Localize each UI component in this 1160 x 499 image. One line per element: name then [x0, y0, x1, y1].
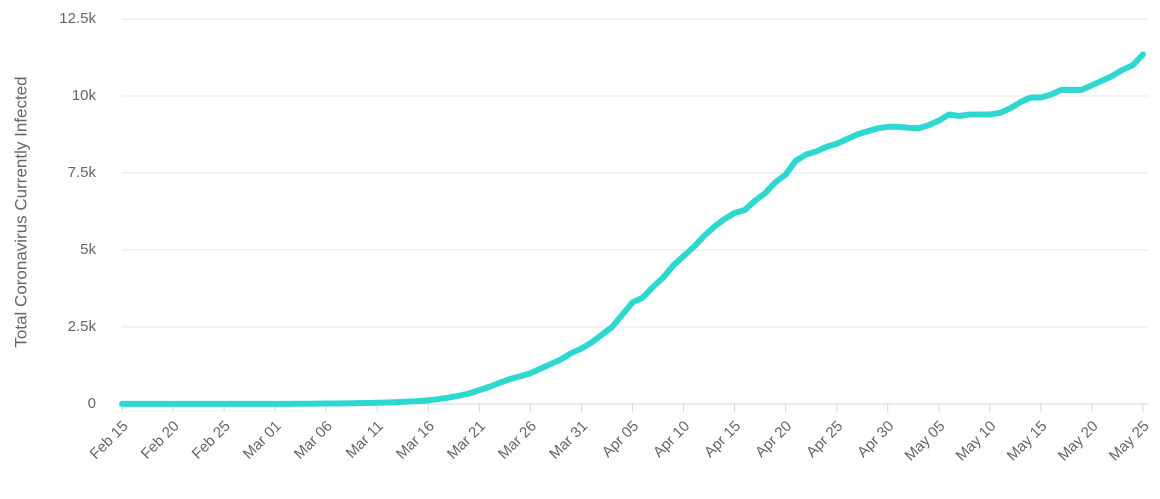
y-tick-label: 5k [80, 241, 96, 258]
x-tick-label: Mar 26 [495, 418, 540, 463]
x-tick-label: Apr 25 [803, 418, 846, 461]
y-tick-label: 7.5k [68, 164, 97, 181]
line [119, 51, 1146, 407]
x-tick-label: May 05 [902, 418, 949, 465]
x-tick-label: Mar 11 [343, 418, 387, 462]
x-tick-label: Mar 01 [240, 418, 285, 463]
x-tick-label: May 20 [1055, 418, 1102, 465]
x-tick-label: Apr 20 [752, 418, 795, 461]
x-tick-label: Apr 05 [599, 418, 642, 461]
y-tick-label: 12.5k [59, 10, 96, 27]
x-tick-label: May 15 [1004, 418, 1051, 465]
y-tick-label: 10k [72, 87, 97, 104]
x-tick-label: Mar 31 [546, 418, 591, 463]
x-tick-label: Mar 06 [291, 418, 336, 463]
x-tick-label: Feb 20 [138, 418, 183, 463]
x-tick-label: Feb 25 [189, 418, 234, 463]
x-tick-label: Apr 10 [650, 418, 693, 461]
x-tick-label: Mar 16 [393, 418, 438, 463]
y-tick-label: 0 [88, 395, 96, 412]
x-tick-label: May 10 [953, 418, 1000, 465]
x-tick-label: Mar 21 [444, 418, 489, 463]
x-tick-label: Apr 15 [701, 418, 744, 461]
y-tick-label: 2.5k [68, 318, 97, 335]
x-tick-label: Feb 15 [87, 418, 132, 463]
x-tick-label: Apr 30 [854, 418, 897, 461]
y-axis-title: Total Coronavirus Currently Infected [11, 76, 30, 347]
x-tick-label: May 25 [1106, 418, 1153, 465]
